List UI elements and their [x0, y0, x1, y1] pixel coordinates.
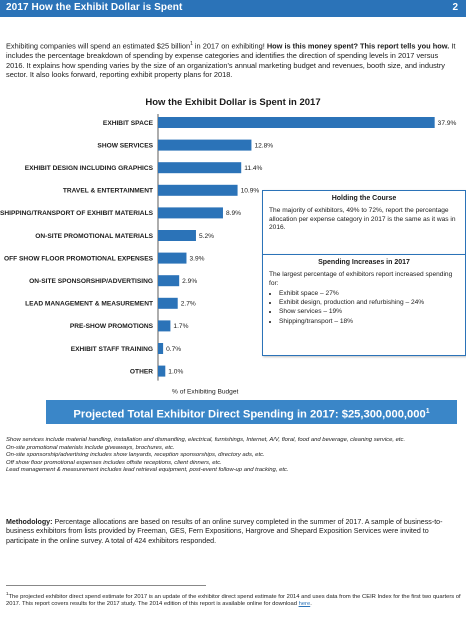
header-bar: 2017 How the Exhibit Dollar is Spent 2: [0, 0, 466, 17]
category-label: ON-SITE PROMOTIONAL MATERIALS: [35, 233, 153, 240]
value-label: 3.9%: [189, 255, 204, 262]
footnote-text: The projected exhibitor direct spend est…: [6, 593, 461, 608]
spending-increases-list: Exhibit space – 27% Exhibit design, prod…: [269, 290, 459, 326]
methodology-text: Percentage allocations are based on resu…: [6, 518, 443, 545]
value-label: 0.7%: [166, 346, 181, 353]
holding-course-title: Holding the Course: [331, 195, 397, 202]
value-label: 1.0%: [168, 368, 183, 375]
methodology-paragraph: Methodology: Percentage allocations are …: [6, 518, 461, 546]
value-label: 12.8%: [254, 142, 273, 149]
bar: [158, 230, 196, 241]
bar: [158, 184, 238, 196]
value-label: 2.7%: [181, 301, 196, 308]
bar: [158, 365, 166, 377]
category-label: ON-SITE SPONSORSHIP/ADVERTISING: [29, 278, 153, 285]
spending-increases-text: The largest percentage of exhibitors rep…: [269, 271, 453, 287]
value-label: 5.2%: [199, 233, 214, 240]
page-number: 2: [452, 2, 458, 13]
bar: [158, 275, 180, 287]
holding-course-box: Holding the Course The majority of exhib…: [262, 190, 466, 256]
list-item: Exhibit design, production and refurbish…: [279, 299, 459, 307]
value-label: 2.9%: [182, 278, 197, 285]
holding-course-text: The majority of exhibitors, 49% to 72%, …: [269, 207, 456, 231]
list-item: Exhibit space – 27%: [279, 290, 459, 298]
category-label: LEAD MANAGEMENT & MEASUREMENT: [25, 301, 153, 308]
note-line: Lead management & measurement includes l…: [6, 467, 289, 474]
note-line: On-site sponsorship/advertising includes…: [6, 452, 265, 459]
value-label: 37.9%: [438, 120, 457, 127]
intro-text-1: Exhibiting companies will spend an estim…: [6, 41, 191, 51]
note-line: On-site promotional materials include gi…: [6, 444, 175, 451]
category-notes: Show services include material handling,…: [6, 437, 461, 475]
download-link[interactable]: here: [298, 601, 311, 608]
bar: [158, 343, 164, 354]
spending-increases-box: Spending Increases in 2017 The largest p…: [262, 254, 466, 356]
intro-text-2: in 2017 on exhibiting!: [192, 41, 267, 51]
category-label: EXHIBIT STAFF TRAINING: [71, 346, 153, 353]
value-label: 8.9%: [226, 210, 241, 217]
note-line: Off show floor promotional expenses incl…: [6, 459, 222, 466]
x-axis-label: % of Exhibiting Budget: [172, 389, 239, 396]
page-title: 2017 How the Exhibit Dollar is Spent: [6, 2, 183, 13]
category-label: OTHER: [130, 368, 153, 375]
footnote: 1The projected exhibitor direct spend es…: [6, 590, 461, 609]
list-item: Shipping/transport – 18%: [279, 318, 459, 326]
category-label: OFF SHOW FLOOR PROMOTIONAL EXPENSES: [4, 255, 154, 262]
category-label: TRAVEL & ENTERTAINMENT: [63, 188, 153, 195]
intro-paragraph: Exhibiting companies will spend an estim…: [6, 40, 458, 80]
methodology-label: Methodology:: [6, 518, 53, 526]
category-label: EXHIBIT SPACE: [103, 120, 154, 127]
footnote-marker: 1: [6, 591, 9, 596]
category-label: SHIPPING/TRANSPORT OF EXHIBIT MATERIALS: [0, 210, 154, 217]
bar: [158, 320, 171, 332]
value-label: 10.9%: [241, 188, 260, 195]
value-label: 1.7%: [173, 323, 188, 330]
category-label: EXHIBIT DESIGN INCLUDING GRAPHICS: [25, 165, 154, 172]
category-label: PRE-SHOW PROMOTIONS: [70, 323, 154, 330]
list-item: Show services – 19%: [279, 308, 459, 316]
footnote-end: .: [310, 601, 312, 608]
value-label: 11.4%: [244, 165, 262, 172]
note-line: Show services include material handling,…: [6, 437, 406, 443]
bar: [158, 117, 435, 128]
footnote-divider: [6, 585, 206, 586]
category-label: SHOW SERVICES: [97, 142, 153, 149]
bar: [158, 297, 178, 309]
banner-footnote-marker: 1: [425, 408, 430, 415]
intro-text-3: It includes the percentage breakdown of …: [6, 41, 456, 80]
spending-increases-title: Spending Increases in 2017: [318, 259, 410, 266]
intro-bold-text: How is this money spent? This report tel…: [266, 41, 450, 51]
bar: [158, 207, 223, 219]
intro-footnote-marker: 1: [190, 41, 193, 47]
bar: [158, 252, 187, 264]
bar: [158, 162, 242, 174]
bar: [158, 139, 252, 151]
chart-title: How the Exhibit Dollar is Spent in 2017: [145, 97, 321, 108]
banner-text: Projected Total Exhibitor Direct Spendin…: [73, 408, 426, 421]
projected-spending-banner: Projected Total Exhibitor Direct Spendin…: [46, 400, 457, 424]
bar-chart: EXHIBIT SPACE 37.9% SHOW SERVICES 12.8% EXHI…: [0, 114, 457, 396]
